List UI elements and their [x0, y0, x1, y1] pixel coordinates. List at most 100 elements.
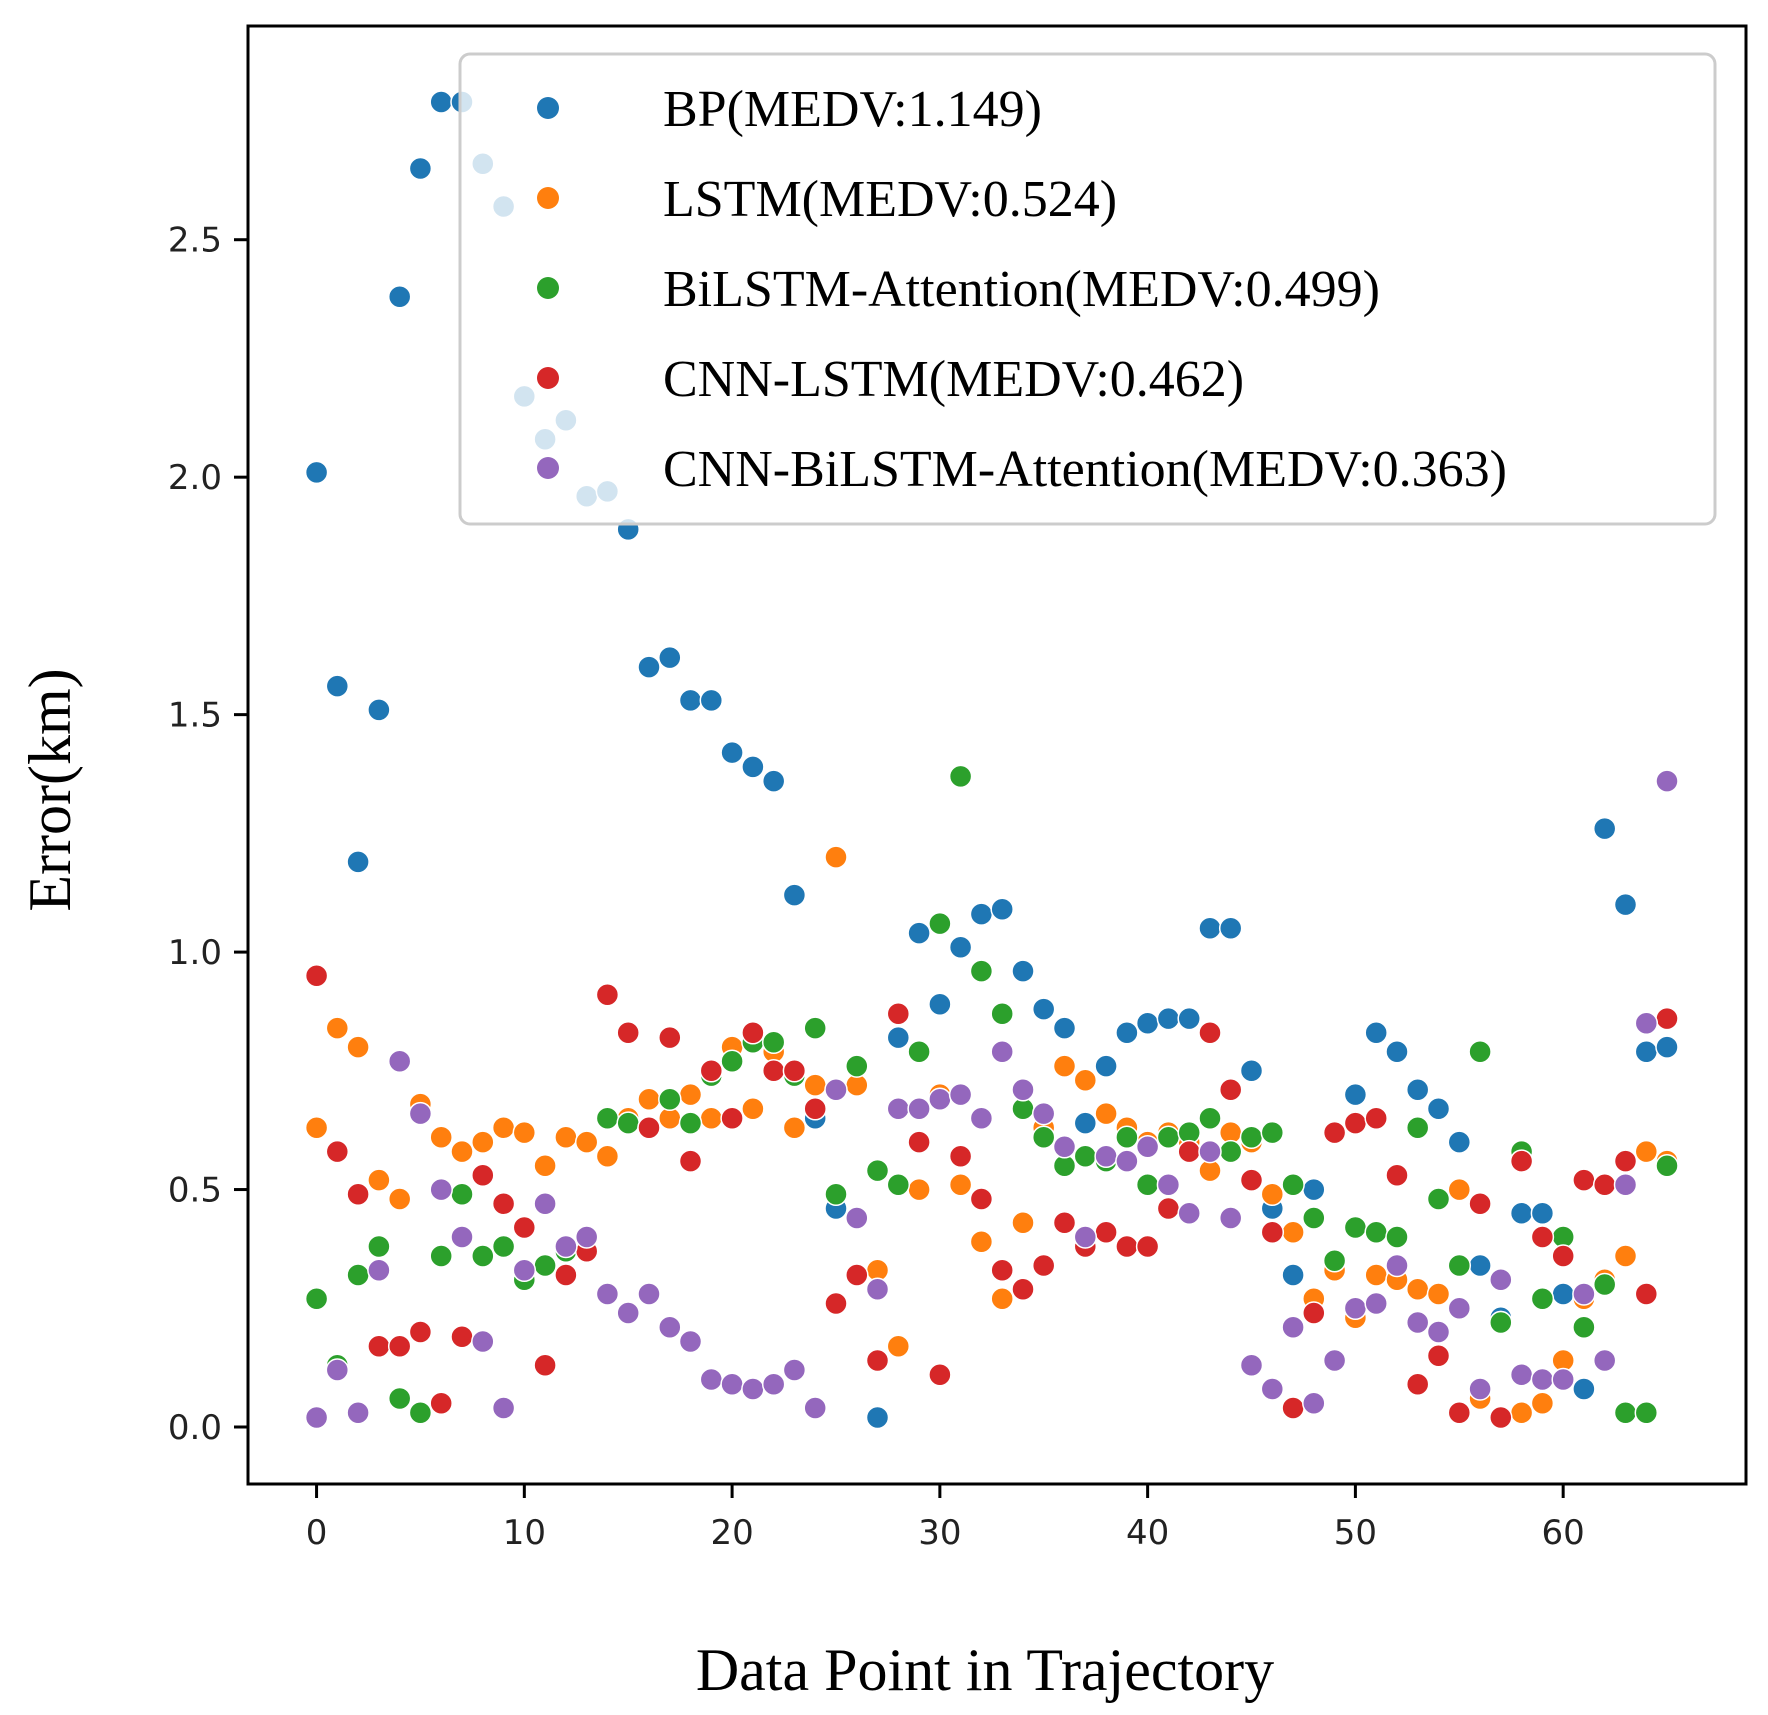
- data-point: [678, 1329, 703, 1354]
- data-point: [1302, 1206, 1326, 1230]
- data-point: [1613, 1401, 1638, 1425]
- data-point: [1530, 1225, 1555, 1249]
- data-point: [616, 1111, 640, 1135]
- data-point: [1509, 1149, 1534, 1173]
- data-point: [886, 1002, 911, 1026]
- data-point: [741, 755, 765, 779]
- data-point: [1239, 1168, 1264, 1192]
- data-point: [1302, 1391, 1326, 1416]
- data-point: [1385, 1253, 1409, 1278]
- data-point: [429, 90, 453, 114]
- data-point: [948, 935, 973, 960]
- data-point: [1031, 997, 1056, 1021]
- data-point: [1052, 1211, 1077, 1235]
- data-point: [1551, 1282, 1575, 1306]
- legend-marker-bp: [537, 97, 559, 119]
- data-point: [1405, 1310, 1430, 1335]
- data-point: [907, 921, 931, 945]
- data-point: [803, 1097, 827, 1121]
- series-4: [304, 769, 1679, 1430]
- y-tick-label: 2.0: [168, 458, 222, 498]
- data-point: [1364, 1220, 1388, 1245]
- data-point: [1281, 1263, 1305, 1287]
- data-point: [1052, 1054, 1077, 1078]
- data-point: [1198, 1021, 1222, 1045]
- x-tick-label: 0: [306, 1513, 328, 1553]
- data-point: [367, 1258, 391, 1283]
- data-point: [325, 1139, 350, 1164]
- data-point: [928, 1363, 952, 1387]
- data-point: [1343, 1111, 1368, 1135]
- data-point: [471, 1244, 495, 1268]
- data-point: [824, 1291, 848, 1316]
- data-point: [1405, 1277, 1430, 1302]
- data-point: [533, 1353, 557, 1378]
- data-point: [1613, 1149, 1638, 1173]
- data-point: [969, 1187, 994, 1211]
- data-point: [720, 1372, 744, 1397]
- data-point: [824, 1182, 848, 1207]
- data-point: [1156, 1196, 1181, 1221]
- data-point: [1530, 1287, 1555, 1311]
- data-point: [1343, 1215, 1368, 1240]
- data-point: [1177, 1139, 1201, 1164]
- data-point: [387, 1187, 412, 1211]
- data-point: [471, 1329, 495, 1354]
- data-point: [554, 1234, 578, 1259]
- data-point: [1302, 1301, 1326, 1325]
- data-point: [1364, 1291, 1388, 1316]
- data-point: [637, 655, 661, 679]
- data-point: [387, 284, 412, 309]
- data-point: [678, 688, 703, 713]
- legend-label-cnn-bilstm-attention: CNN-BiLSTM-Attention(MEDV:0.363): [663, 441, 1507, 498]
- data-point: [948, 1173, 973, 1197]
- data-point: [471, 1163, 495, 1188]
- data-point: [429, 1244, 453, 1268]
- legend-marker-lstm: [537, 187, 559, 209]
- data-point: [990, 1287, 1014, 1311]
- data-point: [554, 1125, 578, 1150]
- data-point: [907, 1130, 931, 1154]
- data-point: [367, 1334, 391, 1359]
- data-point: [1073, 1144, 1098, 1169]
- data-point: [1468, 1040, 1492, 1064]
- data-point: [595, 1282, 620, 1306]
- data-point: [886, 1097, 911, 1121]
- data-point: [1135, 1173, 1160, 1197]
- data-point: [1572, 1377, 1596, 1401]
- data-point: [1198, 916, 1222, 941]
- data-point: [1260, 1377, 1285, 1401]
- y-tick-label: 2.5: [168, 221, 222, 261]
- data-point: [1634, 1139, 1659, 1164]
- data-point: [1343, 1082, 1368, 1107]
- data-point: [1426, 1282, 1451, 1306]
- data-point: [1385, 1040, 1409, 1064]
- data-point: [1239, 1125, 1264, 1150]
- data-point: [1281, 1173, 1305, 1197]
- data-point: [1115, 1125, 1139, 1150]
- data-point: [1052, 1135, 1077, 1159]
- data-point: [1634, 1401, 1659, 1425]
- data-point: [678, 1149, 703, 1173]
- data-point: [1156, 1006, 1181, 1031]
- data-point: [1426, 1320, 1451, 1344]
- data-point: [782, 883, 807, 907]
- data-point: [907, 1177, 931, 1202]
- data-point: [595, 983, 620, 1007]
- data-point: [1011, 1078, 1035, 1102]
- data-point: [1115, 1149, 1139, 1173]
- y-tick-label: 1.0: [168, 933, 222, 973]
- data-point: [1613, 1244, 1638, 1268]
- data-point: [1364, 1263, 1388, 1287]
- data-point: [1468, 1253, 1492, 1278]
- data-point: [1592, 1173, 1617, 1197]
- data-point: [948, 764, 973, 789]
- data-point: [574, 1225, 599, 1249]
- data-point: [658, 645, 682, 670]
- series-3: [304, 964, 1679, 1430]
- data-point: [865, 1405, 890, 1430]
- data-point: [1426, 1344, 1451, 1368]
- data-point: [387, 1334, 412, 1359]
- data-point: [699, 1367, 724, 1392]
